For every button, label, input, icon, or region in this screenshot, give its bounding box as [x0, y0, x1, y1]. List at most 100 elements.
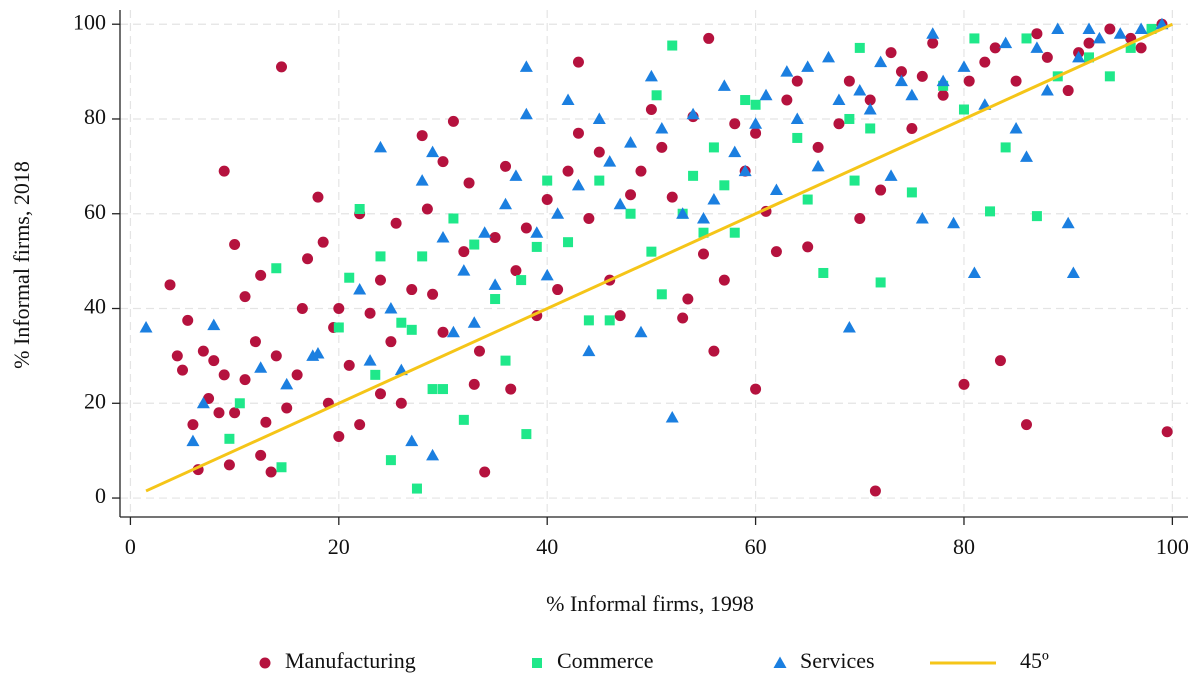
- point: [656, 289, 667, 300]
- point: [385, 336, 397, 348]
- point: [311, 347, 325, 359]
- y-tick-label: 0: [95, 483, 106, 508]
- point: [958, 378, 970, 390]
- point: [1020, 419, 1032, 431]
- point: [875, 277, 886, 288]
- point: [551, 207, 565, 219]
- point: [489, 231, 501, 243]
- point: [218, 369, 230, 381]
- point: [698, 227, 709, 238]
- point: [196, 396, 210, 409]
- point: [936, 74, 950, 87]
- point: [582, 344, 596, 357]
- point: [885, 47, 897, 59]
- point: [405, 434, 419, 447]
- legend-label: Commerce: [557, 648, 654, 673]
- point: [697, 248, 709, 260]
- point: [281, 402, 293, 414]
- point: [718, 274, 730, 286]
- point: [317, 236, 329, 248]
- point: [519, 60, 533, 72]
- point: [957, 60, 971, 72]
- point: [426, 145, 440, 158]
- point: [854, 42, 865, 53]
- point: [1040, 84, 1054, 96]
- point: [182, 314, 194, 326]
- point: [1083, 37, 1095, 49]
- point: [447, 115, 459, 127]
- point: [171, 350, 183, 362]
- point: [583, 212, 595, 224]
- point: [849, 175, 860, 186]
- point: [651, 90, 662, 101]
- point: [634, 325, 648, 338]
- y-axis-label: % Informal firms, 2018: [9, 161, 34, 369]
- point: [1113, 27, 1127, 39]
- legend-label: 45º: [1020, 648, 1049, 673]
- point: [505, 383, 517, 395]
- point: [385, 455, 396, 466]
- point: [603, 155, 617, 167]
- point: [510, 265, 522, 277]
- point: [473, 345, 485, 357]
- point: [478, 226, 492, 238]
- point: [500, 160, 512, 172]
- point: [437, 156, 449, 168]
- point: [416, 130, 428, 142]
- x-axis-label: % Informal firms, 1998: [546, 591, 754, 616]
- point: [396, 317, 407, 328]
- point: [1061, 216, 1075, 229]
- point: [370, 369, 381, 380]
- point: [703, 32, 715, 44]
- point: [521, 429, 532, 440]
- point: [1062, 85, 1074, 97]
- point: [1125, 42, 1136, 53]
- point: [374, 388, 386, 400]
- point: [427, 384, 438, 395]
- point: [624, 136, 638, 148]
- x-tick-label: 40: [536, 534, 558, 559]
- point: [468, 378, 480, 390]
- point: [1072, 50, 1086, 63]
- point: [234, 398, 245, 409]
- point: [707, 193, 721, 205]
- point: [665, 410, 679, 423]
- point: [811, 159, 825, 172]
- point: [832, 93, 846, 106]
- point: [363, 354, 377, 366]
- point: [271, 263, 282, 274]
- point: [884, 169, 898, 181]
- point: [213, 407, 225, 419]
- point: [458, 246, 470, 258]
- point: [906, 187, 917, 198]
- point: [843, 75, 855, 87]
- point: [516, 275, 527, 286]
- point: [875, 184, 887, 196]
- point: [1161, 426, 1173, 438]
- point: [373, 140, 387, 153]
- legend-label: Manufacturing: [285, 648, 416, 673]
- point: [375, 251, 386, 262]
- point: [280, 377, 294, 390]
- point: [561, 93, 575, 106]
- point: [541, 194, 553, 206]
- point: [488, 278, 502, 290]
- point: [1104, 71, 1115, 82]
- point: [833, 118, 845, 130]
- point: [1041, 51, 1053, 63]
- point: [895, 66, 907, 78]
- point: [187, 419, 199, 431]
- point: [708, 345, 720, 357]
- point: [542, 175, 553, 186]
- point: [490, 294, 501, 305]
- point: [708, 142, 719, 153]
- point: [421, 203, 433, 215]
- point: [865, 123, 876, 134]
- point: [635, 165, 647, 177]
- point: [417, 251, 428, 262]
- point: [427, 288, 439, 300]
- point: [374, 274, 386, 286]
- point: [916, 70, 928, 82]
- point: [499, 197, 513, 210]
